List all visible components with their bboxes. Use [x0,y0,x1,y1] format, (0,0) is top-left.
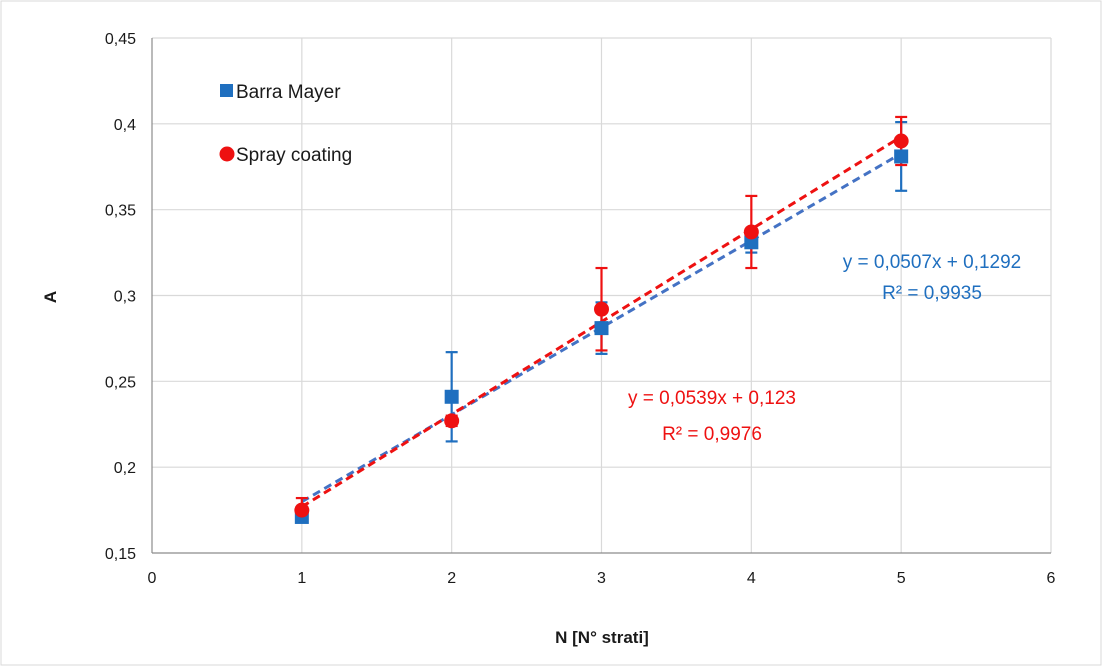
legend-label-spray-coating: Spray coating [236,145,352,166]
data-point-barra-mayer [744,235,759,250]
x-tick-label: 2 [447,570,456,587]
y-tick-label: 0,4 [114,117,136,134]
data-point-spray-coating [594,301,609,317]
legend-marker-barra-mayer [220,84,233,97]
axis-layer [151,38,1051,554]
data-points [294,133,909,524]
legend: Barra Mayer Spray coating [219,82,352,166]
x-axis-title: N [N° strati] [555,628,649,647]
x-tick-label: 5 [897,570,906,587]
trendline-barra-mayer [301,152,902,503]
data-point-spray-coating [743,224,759,240]
y-axis-title: A [41,291,60,303]
y-tick-label: 0,3 [114,289,136,306]
trendline-equations: y = 0,0507x + 0,1292 R² = 0,9935 y = 0,0… [628,252,1021,445]
data-point-spray-coating [444,413,460,429]
equation-barra-mayer: y = 0,0507x + 0,1292 [843,252,1022,273]
legend-marker-spray-coating [219,146,235,162]
y-tick-label: 0,15 [105,546,136,563]
data-point-barra-mayer [444,389,459,404]
r2-spray-coating: R² = 0,9976 [662,424,762,445]
data-point-barra-mayer [594,321,609,336]
data-point-spray-coating [294,502,310,518]
x-tick-label: 0 [148,570,157,587]
tick-labels: 0 1 2 3 4 5 6 0,15 0,2 0,25 0,3 0,35 0,4 0,45 [105,31,1056,587]
data-point-barra-mayer [894,149,909,164]
equation-spray-coating: y = 0,0539x + 0,123 [628,388,796,409]
y-tick-label: 0,25 [105,374,136,391]
x-tick-label: 4 [747,570,756,587]
r2-barra-mayer: R² = 0,9935 [882,283,982,304]
data-point-spray-coating [893,133,909,149]
x-tick-label: 1 [297,570,306,587]
y-tick-label: 0,35 [105,203,136,220]
x-tick-label: 6 [1047,570,1056,587]
x-tick-label: 3 [597,570,606,587]
legend-label-barra-mayer: Barra Mayer [236,82,341,103]
y-tick-label: 0,2 [114,460,136,477]
y-tick-label: 0,45 [105,31,136,48]
